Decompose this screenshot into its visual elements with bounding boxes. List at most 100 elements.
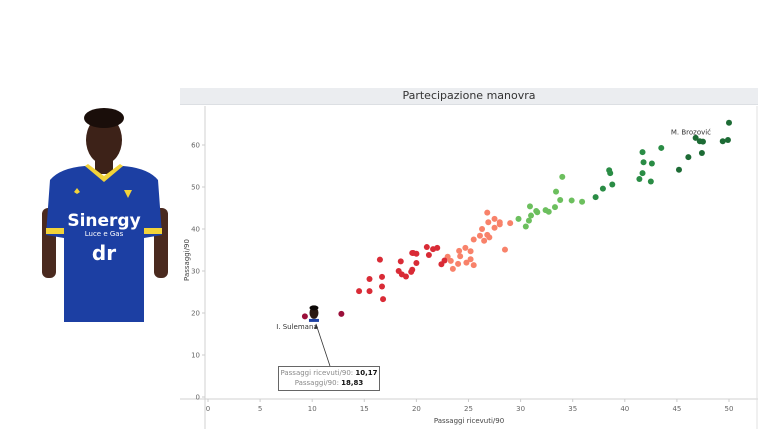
data-point[interactable]: [413, 260, 420, 267]
data-point[interactable]: [441, 257, 448, 264]
top-player-label: M. Brozović: [671, 129, 711, 137]
data-point[interactable]: [636, 176, 643, 183]
tooltip-y-value: 18,83: [341, 379, 364, 387]
data-point[interactable]: [470, 262, 477, 269]
data-point[interactable]: [447, 257, 454, 264]
data-point[interactable]: [647, 178, 654, 185]
data-point[interactable]: [449, 265, 456, 272]
data-point[interactable]: [462, 244, 469, 251]
data-point[interactable]: [599, 185, 606, 192]
data-point[interactable]: [699, 138, 706, 145]
kit-sponsor-logo: dr: [92, 241, 116, 265]
data-point[interactable]: [467, 256, 474, 263]
data-point[interactable]: [356, 288, 363, 295]
scatter-plot[interactable]: 0 10 20 30 40 50 60 0 5 10 15 20 25 30 35 40 45 50 Passagg…: [180, 88, 758, 429]
data-point[interactable]: [479, 226, 486, 232]
x-tick-label: 40: [620, 405, 629, 413]
data-point[interactable]: [507, 220, 514, 227]
data-point[interactable]: [463, 259, 470, 266]
data-point[interactable]: [559, 173, 566, 180]
data-point[interactable]: [592, 194, 599, 201]
x-tick-label: 30: [516, 405, 525, 413]
y-tick-label: 20: [191, 310, 200, 318]
data-point[interactable]: [640, 159, 647, 166]
data-point[interactable]: [380, 296, 387, 303]
data-point[interactable]: [639, 170, 646, 177]
data-point[interactable]: [698, 149, 705, 156]
data-point[interactable]: [301, 313, 308, 320]
data-point[interactable]: [724, 136, 731, 143]
data-point[interactable]: [557, 197, 564, 204]
data-point[interactable]: [484, 209, 491, 216]
tooltip-x-value: 10,17: [355, 369, 378, 377]
y-tick-label: 10: [191, 352, 200, 360]
data-point[interactable]: [491, 224, 498, 231]
data-point[interactable]: [402, 273, 409, 280]
y-tick-label: 50: [191, 184, 200, 192]
data-point[interactable]: [379, 283, 386, 290]
data-point[interactable]: [486, 234, 493, 241]
data-point[interactable]: [719, 138, 726, 145]
data-point[interactable]: [470, 236, 477, 243]
data-point[interactable]: [481, 237, 488, 244]
data-point[interactable]: [675, 166, 682, 173]
data-point[interactable]: [609, 181, 616, 188]
data-point[interactable]: [423, 244, 430, 251]
data-point[interactable]: [455, 260, 462, 267]
data-point[interactable]: [658, 144, 665, 151]
data-point[interactable]: [496, 219, 503, 226]
data-point[interactable]: [456, 247, 463, 254]
tooltip-x-label: Passaggi ricevuti/90:: [280, 369, 356, 377]
arrow-head-icon: [314, 323, 318, 329]
data-point[interactable]: [366, 288, 373, 295]
x-tick-label: 50: [725, 405, 734, 413]
player-photo: Sinergy Luce e Gas dr: [40, 100, 170, 325]
data-point[interactable]: [467, 248, 474, 255]
player-portrait-image: Sinergy Luce e Gas dr: [42, 108, 168, 322]
data-point[interactable]: [639, 149, 646, 156]
x-tick-label: 15: [360, 405, 369, 413]
kit-sponsor-subtext: Luce e Gas: [85, 230, 124, 238]
x-tick-label: 0: [206, 405, 210, 413]
y-tick-label: 60: [191, 142, 200, 150]
tooltip-pointer: [315, 323, 331, 367]
data-point[interactable]: [476, 232, 483, 239]
x-axis-label: Passaggi ricevuti/90: [434, 417, 504, 425]
data-point[interactable]: [526, 203, 533, 210]
data-point[interactable]: [545, 208, 552, 215]
data-point[interactable]: [425, 252, 432, 259]
data-point[interactable]: [338, 310, 345, 317]
data-point[interactable]: [568, 197, 575, 204]
highlight-label: I. Sulemana: [276, 323, 317, 331]
data-point[interactable]: [648, 160, 655, 167]
data-point[interactable]: [397, 258, 404, 265]
data-point[interactable]: [726, 119, 732, 126]
data-point[interactable]: [685, 154, 692, 161]
data-point[interactable]: [395, 268, 402, 274]
data-point[interactable]: [491, 215, 498, 222]
data-point[interactable]: [457, 253, 464, 260]
y-tick-label: 30: [191, 268, 200, 276]
data-point[interactable]: [692, 134, 699, 141]
kit-sponsor-text: Sinergy: [67, 211, 140, 231]
data-point[interactable]: [551, 204, 558, 211]
data-point[interactable]: [528, 212, 535, 219]
data-point[interactable]: [525, 217, 532, 224]
data-point[interactable]: [534, 209, 541, 216]
data-point[interactable]: [366, 275, 373, 282]
data-point[interactable]: [515, 215, 522, 222]
data-point[interactable]: [485, 219, 492, 226]
data-point[interactable]: [376, 256, 383, 263]
y-tick-label: 40: [191, 226, 200, 234]
data-point[interactable]: [409, 266, 416, 273]
x-tick-label: 35: [568, 405, 577, 413]
data-point[interactable]: [379, 273, 386, 280]
data-point[interactable]: [606, 167, 613, 174]
data-point[interactable]: [434, 244, 441, 251]
data-point[interactable]: [501, 246, 508, 253]
data-point[interactable]: [579, 198, 586, 205]
data-point[interactable]: [522, 223, 529, 230]
x-tick-label: 10: [308, 405, 317, 413]
data-point[interactable]: [413, 250, 420, 257]
data-point[interactable]: [553, 188, 560, 195]
